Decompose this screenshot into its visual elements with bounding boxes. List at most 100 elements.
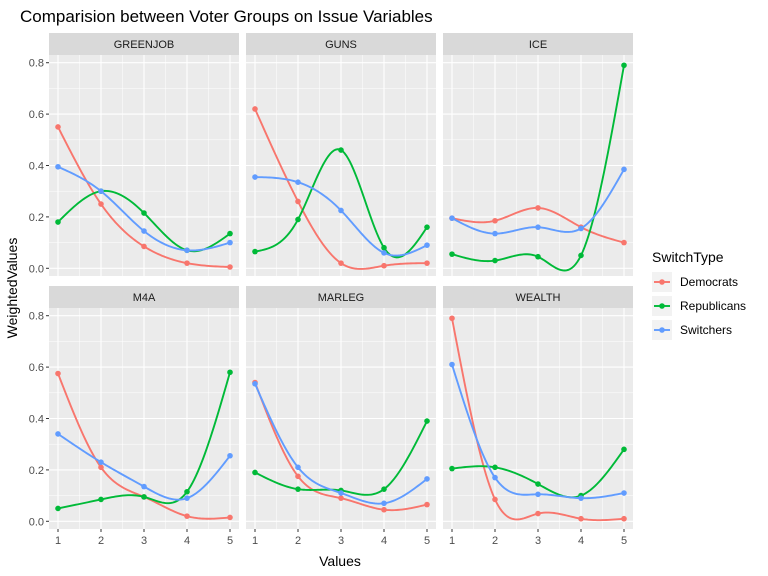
data-point-switchers bbox=[141, 483, 147, 490]
data-point-switchers bbox=[492, 230, 498, 237]
legend-key-democrats bbox=[652, 272, 672, 292]
data-point-switchers bbox=[449, 215, 455, 221]
facet-strip-label: GUNS bbox=[325, 39, 357, 51]
data-point-democrats bbox=[227, 514, 233, 521]
data-point-switchers bbox=[295, 179, 301, 186]
data-point-switchers bbox=[578, 225, 584, 232]
facet-strip bbox=[49, 286, 239, 308]
data-point-democrats bbox=[98, 464, 104, 471]
data-point-switchers bbox=[184, 495, 190, 501]
data-point-republicans bbox=[578, 252, 584, 259]
data-point-democrats bbox=[338, 495, 344, 501]
data-point-republicans bbox=[295, 216, 301, 223]
facet-strip bbox=[49, 33, 239, 55]
legend-key-republicans bbox=[652, 296, 672, 316]
data-point-switchers bbox=[381, 500, 387, 507]
data-point-democrats bbox=[55, 124, 61, 130]
facet-strip-label: MARLEG bbox=[318, 292, 364, 304]
data-point-switchers bbox=[338, 207, 344, 214]
facet-panels: GREENJOB 0.0 0.2 0.4 0.6 0.8 GUNS ICE M4A 0.0 0.2 0… bbox=[29, 33, 633, 547]
data-point-switchers bbox=[98, 459, 104, 465]
data-point-switchers bbox=[295, 464, 301, 471]
data-point-switchers bbox=[424, 476, 430, 482]
legend-title: SwitchType bbox=[652, 249, 724, 265]
legend-label: Republicans bbox=[680, 299, 746, 313]
data-point-republicans bbox=[449, 465, 455, 472]
x-axis-title: Values bbox=[319, 553, 361, 569]
data-point-democrats bbox=[424, 260, 430, 266]
data-point-switchers bbox=[535, 224, 541, 230]
legend-key-point bbox=[659, 279, 665, 285]
data-point-republicans bbox=[381, 244, 387, 251]
data-point-republicans bbox=[535, 481, 541, 487]
data-point-republicans bbox=[184, 488, 190, 495]
y-tick-label: 0.2 bbox=[29, 212, 44, 224]
data-point-republicans bbox=[227, 230, 233, 237]
legend-key-point bbox=[659, 303, 665, 309]
data-point-switchers bbox=[252, 174, 258, 180]
data-point-switchers bbox=[141, 228, 147, 234]
data-point-switchers bbox=[449, 361, 455, 368]
data-point-republicans bbox=[621, 62, 627, 69]
x-tick-label: 5 bbox=[621, 535, 627, 547]
y-tick-label: 0.0 bbox=[29, 263, 44, 275]
data-point-democrats bbox=[338, 260, 344, 266]
y-tick-label: 0.6 bbox=[29, 362, 44, 374]
data-point-republicans bbox=[424, 224, 430, 230]
y-tick-label: 0.4 bbox=[29, 414, 44, 426]
x-tick-label: 3 bbox=[535, 535, 541, 547]
data-point-republicans bbox=[227, 369, 233, 376]
data-point-democrats bbox=[621, 239, 627, 246]
facet-panel-greenjob: GREENJOB 0.0 0.2 0.4 0.6 0.8 bbox=[29, 33, 239, 276]
data-point-republicans bbox=[55, 219, 61, 225]
facet-strip-label: WEALTH bbox=[515, 292, 560, 304]
x-tick-label: 5 bbox=[424, 535, 430, 547]
x-tick-label: 5 bbox=[227, 535, 233, 547]
data-point-democrats bbox=[381, 262, 387, 269]
data-point-democrats bbox=[295, 473, 301, 480]
data-point-democrats bbox=[381, 506, 387, 513]
data-point-democrats bbox=[184, 513, 190, 519]
y-tick-label: 0.0 bbox=[29, 516, 44, 528]
legend-key-switchers bbox=[652, 320, 672, 340]
x-tick-label: 2 bbox=[295, 535, 301, 547]
legend: SwitchType Democrats Republicans Switchers bbox=[652, 249, 746, 340]
data-point-republicans bbox=[449, 251, 455, 257]
facet-strip-label: ICE bbox=[529, 39, 547, 51]
facet-strip bbox=[443, 33, 633, 55]
data-point-republicans bbox=[338, 147, 344, 153]
data-point-republicans bbox=[55, 505, 61, 512]
data-point-republicans bbox=[535, 253, 541, 260]
data-point-switchers bbox=[227, 239, 233, 246]
x-tick-label: 3 bbox=[338, 535, 344, 547]
data-point-switchers bbox=[338, 490, 344, 496]
facet-panel-marleg: MARLEG 1 2 3 4 5 bbox=[246, 286, 436, 547]
x-tick-label: 3 bbox=[141, 535, 147, 547]
data-point-switchers bbox=[424, 242, 430, 248]
y-tick-label: 0.4 bbox=[29, 161, 44, 173]
legend-label: Democrats bbox=[680, 275, 738, 289]
x-tick-label: 4 bbox=[381, 535, 387, 547]
data-point-republicans bbox=[98, 496, 104, 503]
data-point-democrats bbox=[55, 370, 61, 377]
data-point-democrats bbox=[184, 260, 190, 266]
x-tick-label: 1 bbox=[449, 535, 455, 547]
y-tick-label: 0.8 bbox=[29, 311, 44, 323]
data-point-switchers bbox=[621, 166, 627, 173]
x-tick-label: 2 bbox=[492, 535, 498, 547]
data-point-switchers bbox=[55, 163, 61, 170]
data-point-democrats bbox=[295, 198, 301, 205]
data-point-republicans bbox=[252, 469, 258, 476]
data-point-republicans bbox=[492, 464, 498, 471]
x-tick-label: 4 bbox=[184, 535, 190, 547]
data-point-democrats bbox=[621, 515, 627, 522]
data-point-republicans bbox=[492, 257, 498, 264]
data-point-democrats bbox=[424, 501, 430, 508]
x-tick-label: 1 bbox=[252, 535, 258, 547]
x-tick-label: 1 bbox=[55, 535, 61, 547]
facet-panel-m4a: M4A 0.0 0.2 0.4 0.6 0.8 1 2 3 4 5 bbox=[29, 286, 239, 547]
facet-strip-label: M4A bbox=[133, 292, 156, 304]
facet-strip bbox=[246, 33, 436, 55]
data-point-democrats bbox=[141, 243, 147, 250]
